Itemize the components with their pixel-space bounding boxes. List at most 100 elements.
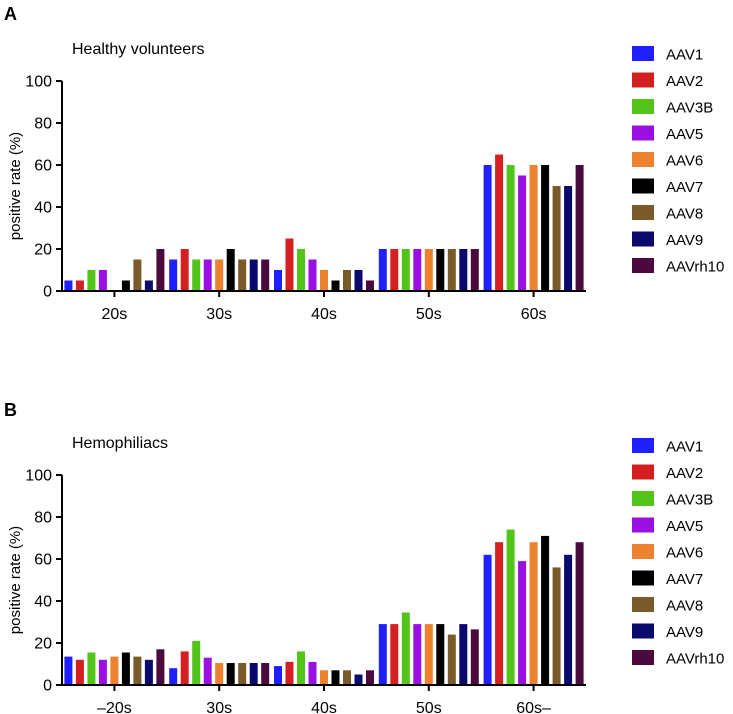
bar-aavrh10-4 [470,249,479,291]
legend-label-aav9: AAV9 [666,232,703,249]
legend-label-aav6: AAV6 [666,153,703,170]
legend-label-aavrh10: AAVrh10 [666,651,724,668]
bar-aav7-2 [226,249,235,291]
bar-aav5-1 [98,659,107,685]
bar-aav8-5 [552,186,561,291]
y-tick-label: 100 [25,74,52,91]
bar-aav3b-5 [506,165,515,291]
bar-aav8-1 [133,656,142,685]
y-axis-label: positive rate (%) [7,526,24,634]
legend-label-aav8: AAV8 [666,206,703,223]
bar-aav5-2 [203,657,212,685]
bar-aavrh10-2 [261,663,270,685]
bar-aav6-4 [424,624,433,685]
bar-aavrh10-2 [261,259,270,291]
bar-aav9-2 [249,259,258,291]
bar-aav2-4 [390,624,399,685]
bar-aav6-5 [529,165,538,291]
bar-aav9-1 [144,659,153,685]
legend-swatch-aav3b [632,99,654,114]
y-tick-label: 60 [34,158,52,175]
bar-aavrh10-1 [156,249,165,291]
y-tick-label: 60 [34,552,52,569]
bar-aav3b-3 [297,651,305,685]
bar-aav3b-3 [297,249,305,291]
bar-aav5-4 [413,249,422,291]
bar-aav1-1 [64,656,73,685]
axes-group: 0 20 40 60 80 100 –20s 30s 40s 50s 60s– [25,468,586,714]
legend-label-aav9: AAV9 [666,624,703,641]
bar-aav6-5 [529,542,538,685]
bar-aav6-3 [320,670,328,685]
bar-aav6-2 [215,259,224,291]
bar-aav5-2 [203,259,212,291]
legend-label-aav1: AAV1 [666,47,703,64]
x-tick-label: 60s– [516,700,551,714]
bar-aav6-4 [424,249,433,291]
y-tick-label: 0 [43,678,52,695]
x-tick-label: 60s [521,306,547,323]
bar-aav9-2 [249,663,258,685]
bar-aav7-3 [331,670,340,685]
bar-aav1-2 [169,259,178,291]
legend-swatch-aav9 [632,623,654,639]
bar-aav5-3 [308,259,317,291]
y-tick-label: 20 [34,242,52,259]
legend-swatch-aav5 [632,125,654,141]
axes-group: 0 20 40 60 80 100 20s 30s 40s 50s 60s [25,74,586,323]
legend: AAV1 AAV2 AAV3B AAV5 AAV6 AAV7 AAV8 AAV9 AAVrh10 [632,438,724,668]
bars-group [64,154,584,291]
y-tick-label: 20 [34,636,52,653]
bar-aav9-4 [459,624,468,685]
bar-aav9-4 [459,249,468,291]
bar-aav2-2 [180,651,189,685]
legend-swatch-aav9 [632,231,654,247]
bar-aav1-3 [274,270,282,291]
panel-letter: B [4,400,17,420]
bar-aav3b-1 [87,652,96,685]
bar-aav7-1 [121,652,130,685]
bar-aav3b-2 [192,259,201,291]
x-tick-label: 50s [416,700,442,714]
bar-aav7-1 [121,280,130,291]
legend-label-aav3b: AAV3B [666,100,713,117]
bars-group [64,529,584,685]
legend-swatch-aav8 [632,597,654,612]
bar-aav8-4 [447,249,456,291]
legend-swatch-aav3b [632,491,654,506]
x-tick-label: 30s [206,306,232,323]
chart-title: Healthy volunteers [72,41,205,58]
bar-aav8-3 [343,270,351,291]
x-tick-label: 40s [311,700,337,714]
legend-label-aav2: AAV2 [666,73,703,90]
legend-swatch-aav8 [632,205,654,220]
bar-aav9-1 [144,280,153,291]
y-tick-label: 0 [43,284,52,301]
bar-aav1-3 [274,666,282,685]
y-axis-label: positive rate (%) [7,132,24,240]
bar-aav5-1 [98,270,107,291]
bar-aav1-5 [483,165,492,291]
bar-aavrh10-4 [470,629,479,685]
legend-swatch-aav1 [632,46,654,61]
bar-aavrh10-5 [575,165,584,291]
bar-aav8-2 [238,259,247,291]
legend-label-aav1: AAV1 [666,439,703,456]
bar-aav7-2 [226,663,235,685]
legend-label-aav6: AAV6 [666,545,703,562]
bar-aav8-2 [238,663,247,685]
bar-aav3b-4 [401,249,410,291]
bar-aav7-5 [541,535,550,685]
bar-aav2-1 [75,659,84,685]
bar-aav9-3 [354,674,363,685]
bar-aav7-5 [541,165,550,291]
x-tick-label: –20s [97,700,132,714]
bar-aav7-4 [436,624,445,685]
bar-aav8-3 [343,670,351,685]
bar-aav2-5 [495,542,504,685]
y-tick-label: 40 [34,594,52,611]
legend-label-aav5: AAV5 [666,126,703,143]
bar-aavrh10-5 [575,542,584,685]
bar-aav9-3 [354,270,363,291]
